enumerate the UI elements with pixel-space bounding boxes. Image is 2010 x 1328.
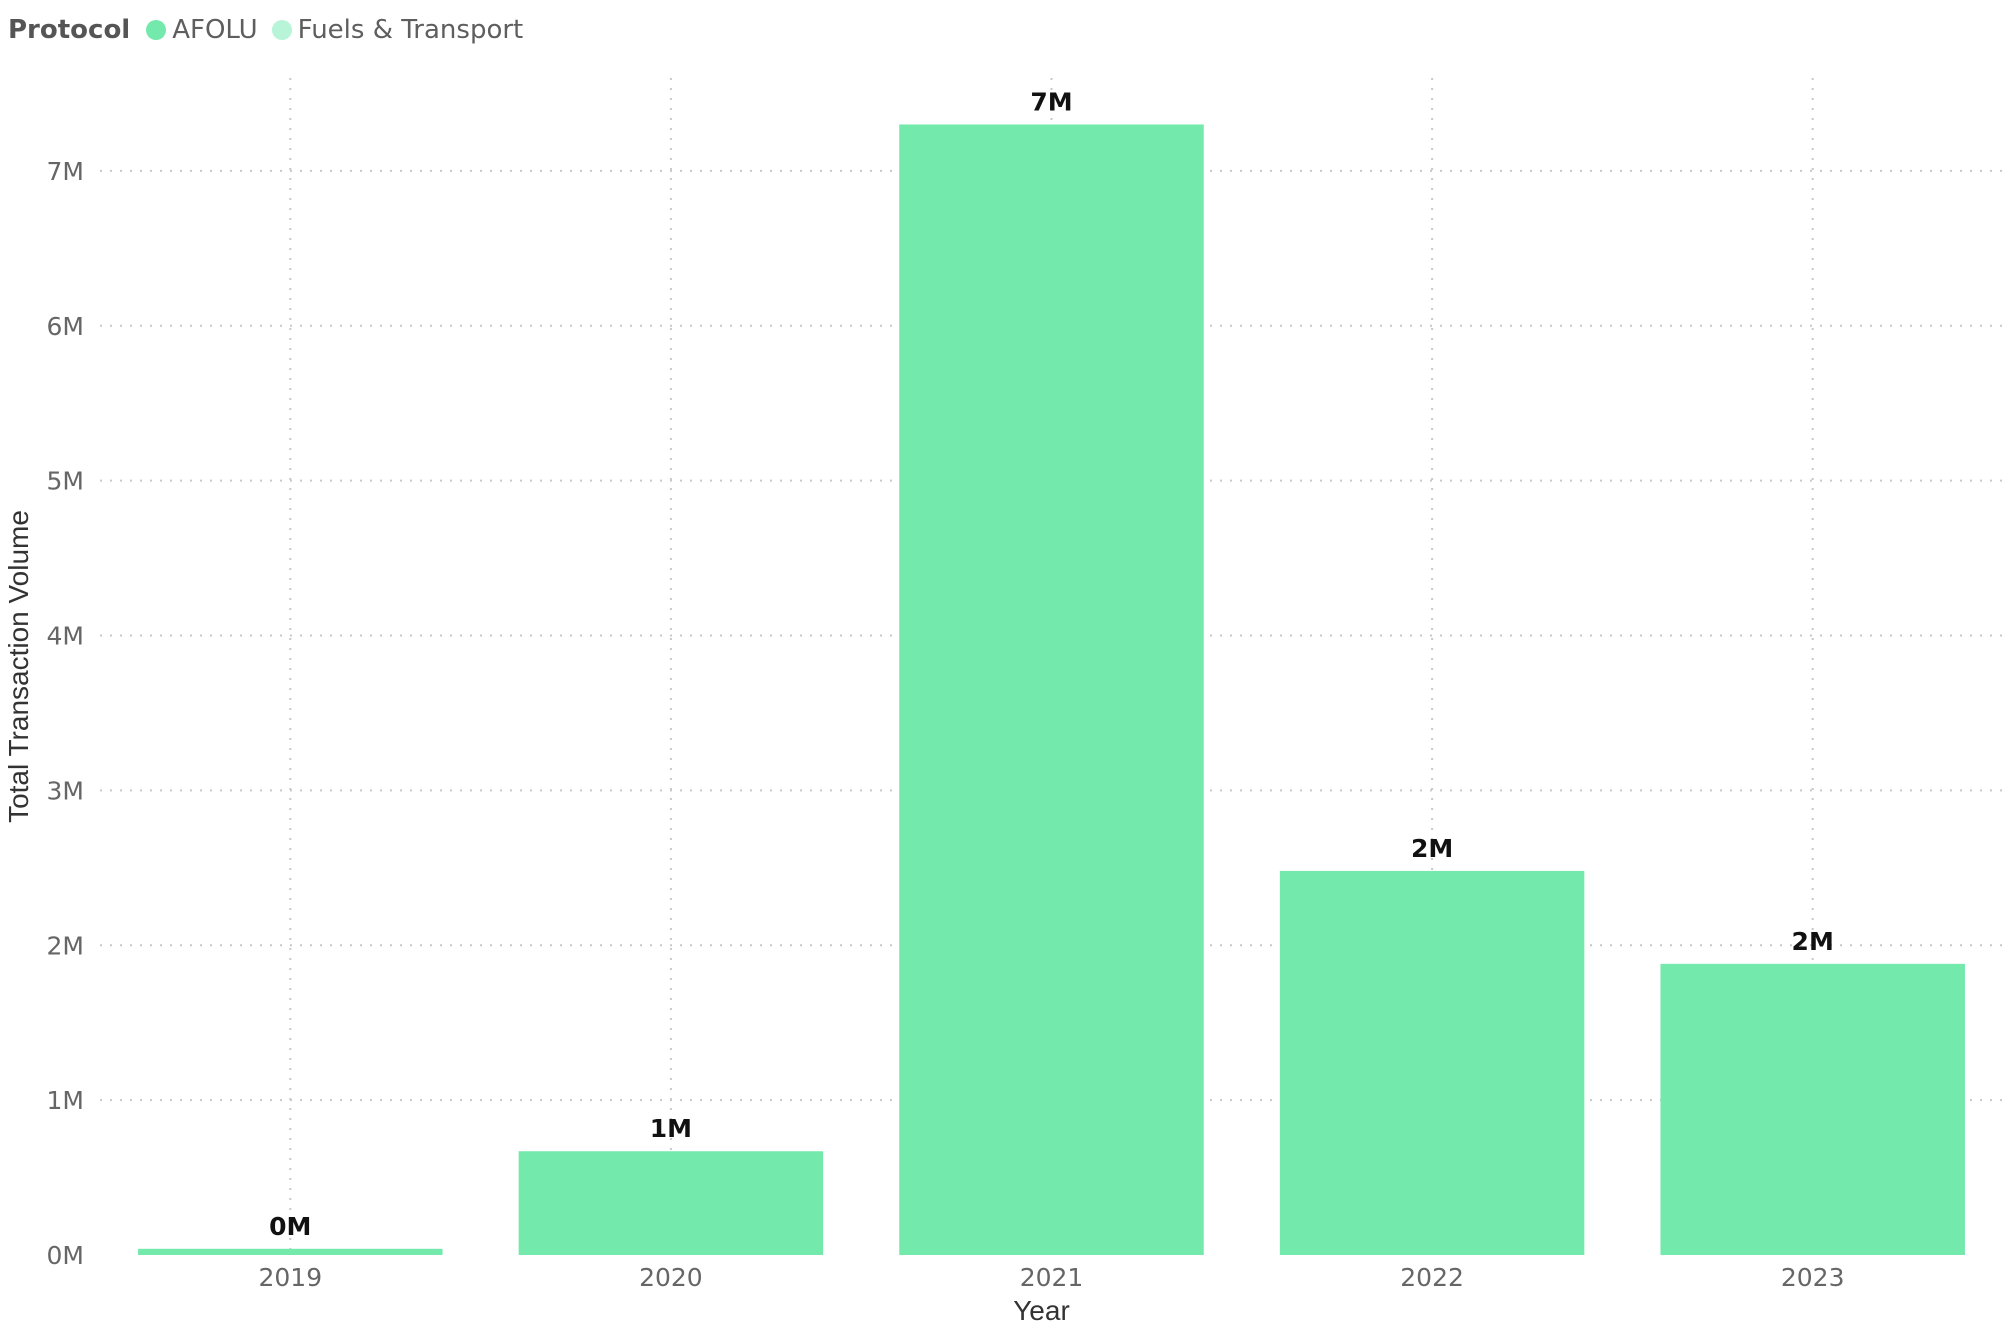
bar-afolu-2019[interactable] xyxy=(138,1248,443,1255)
y-tick-label: 7M xyxy=(47,157,84,186)
legend-item-afolu[interactable]: AFOLU xyxy=(146,15,258,45)
x-tick-label: 2019 xyxy=(258,1263,322,1292)
chart-legend: Protocol AFOLU Fuels & Transport xyxy=(8,14,537,46)
x-tick-label: 2022 xyxy=(1400,1263,1464,1292)
y-tick-label: 2M xyxy=(47,931,84,960)
legend-title: Protocol xyxy=(8,15,131,45)
y-tick-label: 4M xyxy=(47,622,84,651)
data-labels: 0M 1M 7M 2M 2M xyxy=(269,87,1834,1240)
legend-label-fuels-transport: Fuels & Transport xyxy=(297,15,524,45)
legend-swatch-fuels-transport xyxy=(271,20,292,40)
y-tick-label: 1M xyxy=(47,1086,84,1115)
bar-afolu-2021[interactable] xyxy=(899,124,1204,1255)
x-axis-title: Year xyxy=(1013,1295,1070,1326)
legend-item-fuels-transport[interactable]: Fuels & Transport xyxy=(271,15,524,45)
legend-swatch-afolu xyxy=(146,20,167,40)
legend-label-afolu: AFOLU xyxy=(172,15,258,45)
y-tick-label: 5M xyxy=(47,467,84,496)
bar-afolu-2022[interactable] xyxy=(1279,870,1585,1255)
y-axis: 0M 1M 2M 3M 4M 5M 6M 7M xyxy=(47,157,84,1270)
data-label: 2M xyxy=(1411,834,1453,863)
data-label: 0M xyxy=(269,1212,311,1241)
y-axis-title: Total Transaction Volume xyxy=(3,510,34,823)
data-label: 2M xyxy=(1792,927,1834,956)
y-tick-label: 6M xyxy=(47,312,84,341)
y-tick-label: 3M xyxy=(47,776,84,805)
x-tick-label: 2021 xyxy=(1020,1263,1084,1292)
x-tick-label: 2023 xyxy=(1781,1263,1845,1292)
x-tick-label: 2020 xyxy=(639,1263,703,1292)
data-label: 7M xyxy=(1030,87,1072,116)
y-tick-label: 0M xyxy=(47,1241,84,1270)
bars xyxy=(138,124,1965,1255)
data-label: 1M xyxy=(650,1114,692,1143)
bar-afolu-2020[interactable] xyxy=(518,1151,824,1255)
x-axis: 2019 2020 2021 2022 2023 xyxy=(258,1263,1844,1292)
bar-afolu-2023[interactable] xyxy=(1660,963,1965,1255)
